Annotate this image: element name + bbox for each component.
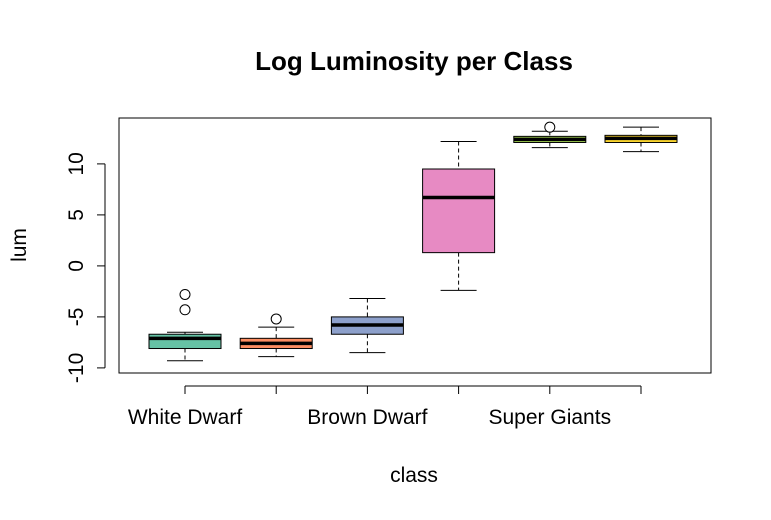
boxes xyxy=(148,121,678,362)
x-axis-label: class xyxy=(390,464,438,487)
chart-title: Log Luminosity per Class xyxy=(255,46,573,76)
y-tick-label: 5 xyxy=(65,209,88,221)
x-axis: White Dwarf Brown Dwarf Super Giants xyxy=(128,385,642,429)
y-tick-label: 10 xyxy=(65,152,88,175)
y-tick-label: 0 xyxy=(65,260,88,272)
outlier-point xyxy=(270,313,282,325)
box-group xyxy=(604,126,678,153)
box-iqr xyxy=(422,168,496,254)
y-axis: -10 -5 0 5 10 xyxy=(65,152,106,383)
x-tick-label: Brown Dwarf xyxy=(307,406,427,429)
outlier-point xyxy=(179,304,191,316)
box-group xyxy=(330,298,404,354)
y-axis-label: lum xyxy=(8,228,31,262)
outlier-point xyxy=(544,121,556,133)
box-iqr xyxy=(148,333,222,350)
y-tick-label: -10 xyxy=(65,353,88,383)
outlier-point xyxy=(179,288,191,300)
box-group xyxy=(422,140,496,291)
x-tick-label: White Dwarf xyxy=(128,406,243,429)
box-group xyxy=(239,313,313,358)
box-group xyxy=(148,288,222,362)
x-tick-label: Super Giants xyxy=(489,406,612,429)
box-group xyxy=(513,121,587,149)
y-tick-label: -5 xyxy=(65,308,88,327)
plot-frame xyxy=(118,117,712,374)
